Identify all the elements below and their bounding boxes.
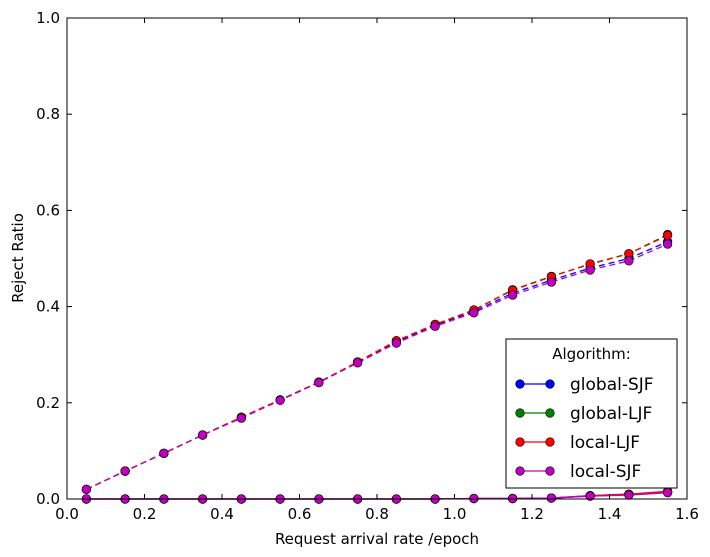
legend-marker-local-SJF — [515, 466, 525, 476]
data-point-local-SJF-dashed — [198, 430, 208, 440]
data-point-local-SJF-dashed — [236, 413, 246, 423]
x-tick-label: 0.8 — [365, 505, 389, 523]
x-tick-label: 0.0 — [55, 505, 79, 523]
x-axis-title: Request arrival rate /epoch — [275, 530, 479, 548]
y-tick-label: 0.6 — [36, 201, 60, 219]
data-point-local-SJF-dashed — [81, 484, 91, 494]
x-tick-label: 0.4 — [210, 505, 234, 523]
legend-label-global-LJF: global-LJF — [570, 404, 652, 424]
y-tick-label: 0.2 — [36, 394, 60, 412]
x-tick-label: 1.0 — [443, 505, 467, 523]
x-tick-label: 0.2 — [133, 505, 157, 523]
data-point-local-SJF-solid — [585, 491, 595, 501]
legend-marker-local-SJF — [545, 466, 555, 476]
legend: Algorithm: global-SJF global-LJF local-LJF l… — [505, 338, 678, 489]
y-axis-title: Reject Ratio — [9, 213, 27, 303]
legend-marker-global-LJF — [515, 408, 525, 418]
data-point-local-SJF-solid — [624, 490, 634, 500]
data-point-local-SJF-dashed — [353, 358, 363, 368]
data-point-local-SJF-dashed — [430, 321, 440, 331]
data-point-local-SJF-dashed — [624, 256, 634, 266]
y-tick-label: 0.8 — [36, 105, 60, 123]
legend-label-local-SJF: local-SJF — [570, 462, 641, 482]
series-layer — [81, 229, 673, 504]
data-point-local-SJF-dashed — [120, 466, 130, 476]
legend-marker-global-SJF — [545, 379, 555, 389]
x-tick-label: 1.6 — [675, 505, 699, 523]
data-point-local-SJF-dashed — [508, 290, 518, 300]
legend-marker-local-LJF — [515, 437, 525, 447]
x-tick-label: 0.6 — [288, 505, 312, 523]
data-point-local-SJF-dashed — [663, 239, 673, 249]
legend-marker-local-LJF — [545, 437, 555, 447]
data-point-local-SJF-dashed — [546, 277, 556, 287]
axes-layer: 0.0 0.2 0.4 0.6 0.8 1.0 1.2 1.4 1.6 0.0 0.2 0.4 0.6 0… — [36, 9, 699, 523]
legend-marker-global-SJF — [515, 379, 525, 389]
data-point-local-SJF-solid — [546, 493, 556, 503]
legend-title: Algorithm: — [552, 345, 631, 363]
data-point-local-SJF-dashed — [469, 308, 479, 318]
legend-marker-global-LJF — [545, 408, 555, 418]
legend-label-local-LJF: local-LJF — [570, 433, 640, 453]
x-tick-label: 1.2 — [520, 505, 544, 523]
data-point-local-SJF-dashed — [159, 448, 169, 458]
y-tick-label: 0.4 — [36, 298, 60, 316]
data-point-local-SJF-dashed — [391, 338, 401, 348]
series-line-local-LJF-dashed — [86, 234, 668, 490]
y-tick-label: 1.0 — [36, 9, 60, 27]
data-point-local-SJF-dashed — [314, 378, 324, 388]
legend-label-global-SJF: global-SJF — [570, 375, 654, 395]
data-point-local-SJF-solid — [663, 488, 673, 498]
x-tick-label: 1.4 — [598, 505, 622, 523]
data-point-local-LJF-dashed — [663, 230, 673, 241]
y-tick-label: 0.0 — [36, 490, 60, 508]
data-point-local-SJF-dashed — [585, 265, 595, 275]
series-line-local-SJF-dashed — [86, 243, 668, 490]
data-point-local-SJF-dashed — [275, 395, 285, 405]
